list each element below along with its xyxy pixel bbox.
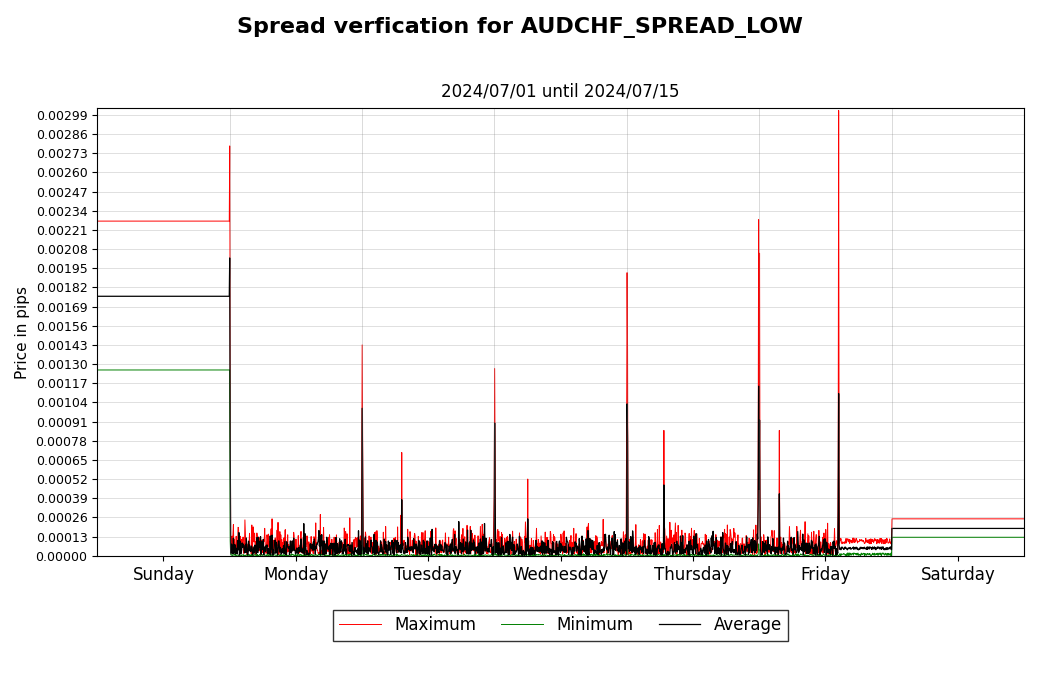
Line: Minimum: Minimum — [98, 370, 1024, 556]
Maximum — [1017, 514, 1030, 523]
Title: 2024/07/01 until 2024/07/15: 2024/07/01 until 2024/07/15 — [442, 83, 680, 101]
Maximum — [457, 551, 470, 559]
Minimum — [1018, 533, 1031, 542]
Legend: Maximum, Minimum, Average: Maximum, Minimum, Average — [332, 610, 789, 641]
Average — [514, 545, 527, 553]
Minimum — [906, 533, 918, 542]
Average — [906, 524, 918, 533]
Minimum — [932, 533, 944, 542]
Average — [328, 551, 341, 559]
Minimum — [513, 552, 526, 560]
Average — [223, 254, 236, 262]
Maximum — [933, 514, 945, 523]
Average — [613, 548, 625, 556]
Line: Maximum: Maximum — [98, 111, 1024, 555]
Maximum — [906, 514, 918, 523]
Maximum — [91, 217, 104, 225]
Average — [1017, 524, 1030, 533]
Line: Average: Average — [98, 258, 1024, 555]
Y-axis label: Price in pips: Price in pips — [15, 286, 30, 379]
Maximum — [514, 533, 527, 541]
Maximum — [1018, 514, 1031, 523]
Average — [91, 292, 104, 300]
Minimum — [612, 551, 624, 559]
Average — [1018, 524, 1031, 533]
Average — [933, 524, 945, 533]
Minimum — [787, 551, 799, 559]
Minimum — [1017, 533, 1030, 542]
Maximum — [787, 539, 799, 547]
Minimum — [753, 552, 766, 560]
Maximum — [832, 106, 845, 115]
Maximum — [612, 551, 624, 559]
Minimum — [91, 366, 104, 375]
Average — [788, 548, 800, 556]
Text: Spread verfication for AUDCHF_SPREAD_LOW: Spread verfication for AUDCHF_SPREAD_LOW — [237, 18, 802, 38]
